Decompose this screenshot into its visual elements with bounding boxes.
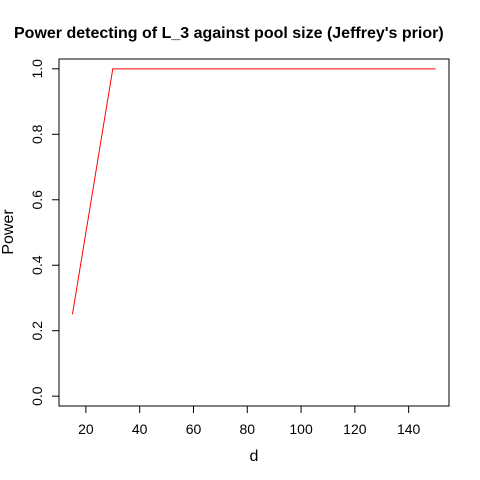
x-tick-label: 60 bbox=[186, 421, 202, 437]
x-tick-label: 80 bbox=[239, 421, 255, 437]
y-tick-label: 0.0 bbox=[29, 386, 45, 406]
x-tick-label: 140 bbox=[397, 421, 421, 437]
y-tick-label: 0.4 bbox=[29, 255, 45, 275]
x-tick-label: 20 bbox=[78, 421, 94, 437]
y-axis-label: Power bbox=[0, 209, 17, 255]
x-axis: 20 40 60 80 100 120 140 bbox=[78, 405, 421, 437]
y-tick-label: 0.6 bbox=[29, 190, 45, 210]
plot-frame bbox=[58, 58, 450, 407]
y-tick-label: 0.2 bbox=[29, 321, 45, 341]
x-axis-label: d bbox=[250, 448, 259, 465]
series-layer bbox=[71, 68, 436, 315]
x-tick-label: 40 bbox=[132, 421, 148, 437]
chart-title: Power detecting of L_3 against pool size… bbox=[14, 25, 444, 42]
x-tick-label: 120 bbox=[343, 421, 367, 437]
y-axis: 0.0 0.2 0.4 0.6 0.8 1.0 bbox=[29, 59, 60, 406]
x-tick-label: 100 bbox=[289, 421, 313, 437]
y-tick-label: 1.0 bbox=[29, 59, 45, 79]
power-series-line bbox=[71, 68, 436, 315]
y-tick-label: 0.8 bbox=[29, 124, 45, 144]
